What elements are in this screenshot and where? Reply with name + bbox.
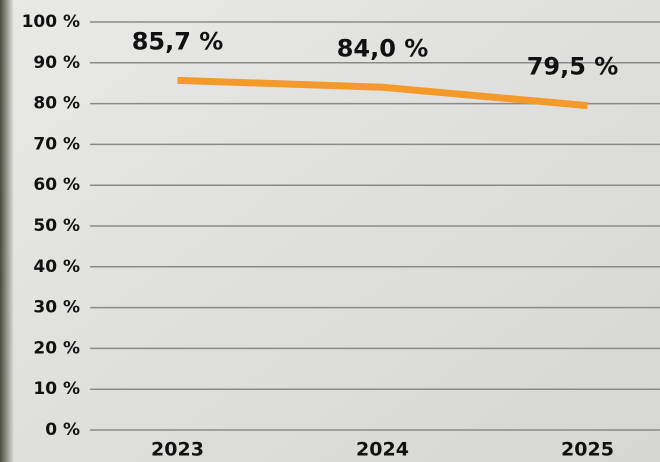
y-tick-label: 40 %	[33, 257, 80, 277]
y-tick-label: 90 %	[33, 53, 80, 73]
y-tick-label: 30 %	[33, 298, 80, 318]
x-tick-label: 2025	[561, 439, 614, 461]
y-tick-label: 10 %	[33, 379, 80, 399]
y-tick-label: 60 %	[33, 175, 80, 195]
y-tick-label: 80 %	[33, 94, 80, 114]
x-tick-label: 2024	[356, 439, 409, 461]
value-label: 85,7 %	[132, 27, 224, 55]
photo-edge	[0, 0, 14, 462]
y-tick-label: 50 %	[33, 216, 80, 236]
line	[177, 76, 588, 110]
x-tick-label: 2023	[151, 439, 204, 461]
y-tick-label: 70 %	[33, 134, 80, 154]
y-tick-label: 100 %	[22, 12, 80, 32]
value-label: 79,5 %	[527, 53, 619, 81]
y-tick-label: 0 %	[45, 420, 80, 440]
y-tick-label: 20 %	[33, 338, 80, 358]
value-label: 84,0 %	[337, 34, 429, 62]
